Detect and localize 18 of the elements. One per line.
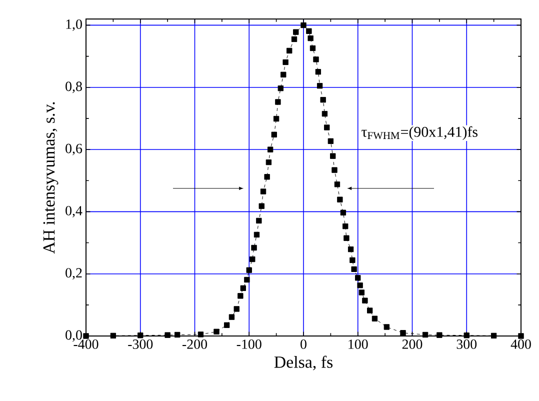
y-tick-label: 0,6 [66,144,82,156]
x-tick-label: 200 [402,340,422,349]
x-tick-label: -300 [128,340,153,349]
x-tick-label: -200 [182,340,207,349]
y-axis-title: AH intensyvumas, s.v. [43,102,58,254]
annotation: τ$_{FWHM}$=(90x1,41)fs [362,126,478,140]
x-tick-label: 400 [510,340,531,349]
x-tick-label: 300 [456,340,477,349]
x-axis-title: Delsa, fs [274,356,333,370]
y-tick-label: 0,8 [66,82,82,94]
x-tick-label: 100 [348,340,368,349]
y-tick-label: 1,0 [66,19,82,31]
y-tick-label: 0,4 [66,206,82,218]
x-tick-label: 0 [300,340,306,349]
y-tick-label: 0,2 [66,268,82,280]
x-tick-label: -400 [74,340,98,349]
y-tick-label: 0,0 [66,330,82,342]
x-tick-label: -100 [236,340,262,349]
